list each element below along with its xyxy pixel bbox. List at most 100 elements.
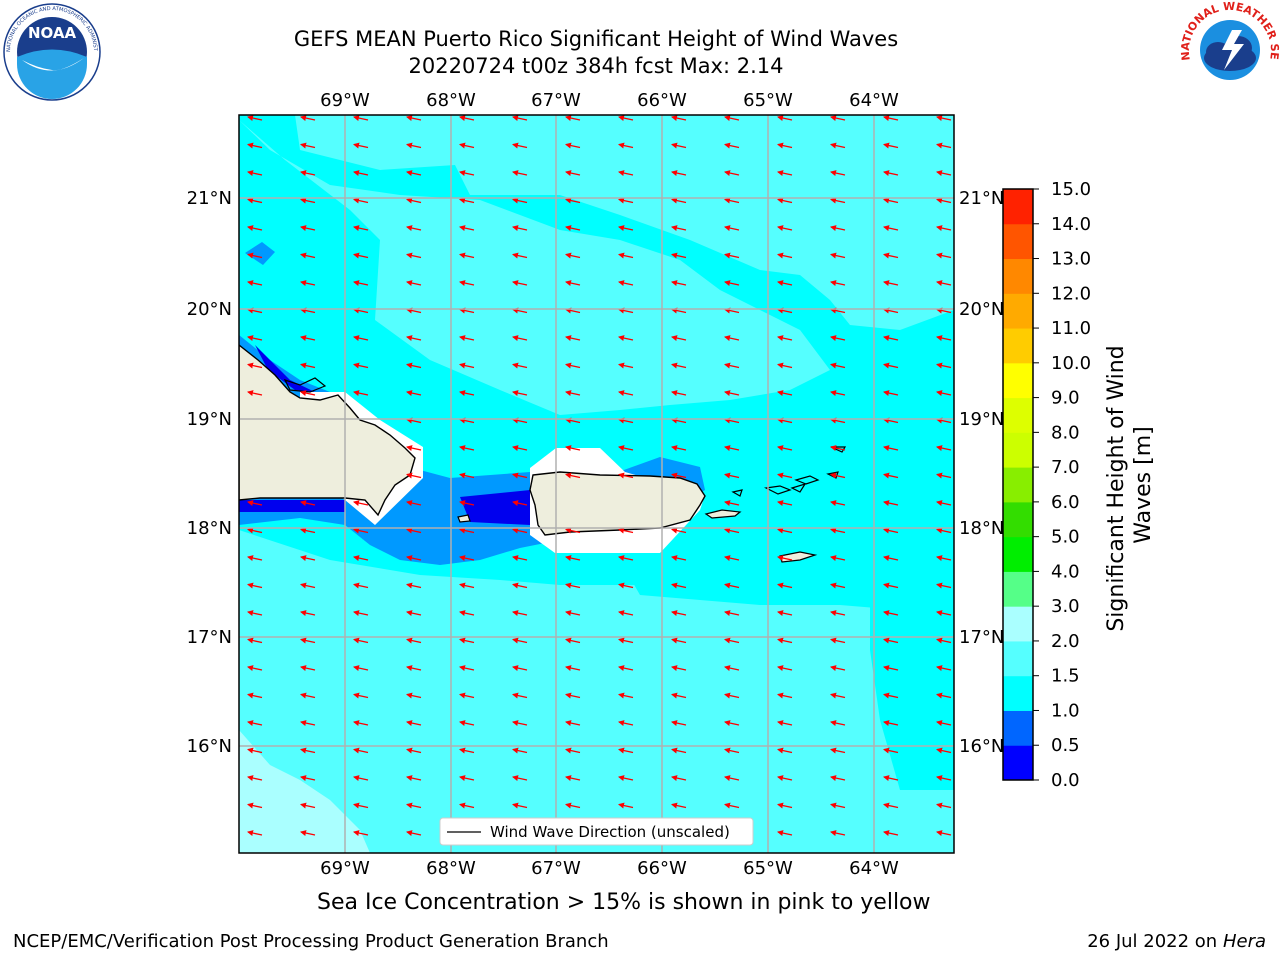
wave-direction-arrow [936, 335, 952, 341]
wave-direction-arrow [300, 115, 316, 121]
wave-direction-arrow [300, 197, 316, 204]
wave-direction-arrow [883, 280, 899, 286]
footer-date-text: 26 Jul 2022 on [1087, 931, 1223, 952]
wave-direction-arrow [618, 115, 634, 121]
wave-direction-arrow [830, 637, 846, 644]
wave-direction-arrow [618, 335, 634, 341]
wave-direction-arrow [300, 280, 316, 286]
wave-direction-arrow [883, 225, 899, 231]
colorbar-segment [1003, 397, 1033, 433]
wave-direction-arrow [565, 610, 581, 616]
wave-direction-arrow [300, 362, 316, 369]
lon-label-bottom: 67°W [531, 858, 581, 879]
wave-direction-arrow [671, 527, 687, 534]
wave-direction-arrow [883, 115, 899, 121]
wave-direction-arrow [777, 500, 793, 506]
wave-direction-arrow [512, 472, 528, 479]
wave-direction-arrow [300, 390, 316, 396]
colorbar-segment [1003, 571, 1033, 607]
wave-direction-arrow [247, 252, 263, 259]
wave-direction-arrow [353, 527, 369, 534]
wave-direction-arrow [777, 307, 793, 314]
sea-ice-caption: Sea Ice Concentration > 15% is shown in … [317, 890, 931, 915]
colorbar-segment [1003, 745, 1033, 781]
wave-direction-arrow [618, 362, 634, 369]
wave-direction-arrow [406, 527, 422, 534]
wave-direction-arrow [671, 417, 687, 424]
mona-island [457, 514, 471, 523]
colorbar-segment [1003, 223, 1033, 260]
wave-direction-arrow [406, 170, 422, 176]
wave-direction-arrow [618, 225, 634, 231]
wave-direction-arrow [777, 610, 793, 616]
wave-direction-arrow [671, 307, 687, 314]
wave-direction-arrow [830, 445, 846, 451]
colorbar-label: Significant Height of Wind Waves [m] [1104, 338, 1156, 631]
wave-direction-arrow [353, 197, 369, 204]
wave-direction-arrow [459, 252, 475, 259]
wave-direction-arrow [247, 225, 263, 231]
wave-direction-arrow [883, 197, 899, 204]
wave-direction-arrow [936, 720, 952, 726]
colorbar-tick-label: 1.5 [1051, 666, 1080, 687]
wave-direction-arrow [618, 417, 634, 424]
wave-direction-arrow [671, 802, 687, 809]
wave-direction-arrow [830, 252, 846, 259]
wave-direction-arrow [300, 335, 316, 341]
lon-label-top: 69°W [320, 90, 370, 111]
wave-direction-arrow [671, 665, 687, 671]
wave-direction-arrow [777, 582, 793, 589]
wave-direction-arrow [883, 445, 899, 451]
wave-direction-arrow [459, 307, 475, 314]
wave-direction-arrow [777, 142, 793, 149]
lat-label-right: 20°N [959, 299, 1004, 320]
wave-direction-arrow [830, 472, 846, 479]
wave-direction-arrow [406, 610, 422, 616]
wave-direction-arrow [247, 390, 263, 396]
wave-direction-arrow [406, 390, 422, 396]
wave-direction-arrow [671, 445, 687, 451]
wave-direction-arrow [512, 362, 528, 369]
wave-direction-arrow [936, 527, 952, 534]
wave-direction-arrow [936, 142, 952, 149]
wave-direction-arrow [777, 665, 793, 671]
wave-direction-arrow [565, 307, 581, 314]
wave-direction-arrow [459, 472, 475, 479]
wave-region-1-5-2-0 [239, 120, 830, 415]
wave-direction-arrow [671, 775, 687, 781]
wave-direction-arrow [724, 582, 740, 589]
wave-direction-arrow [353, 665, 369, 671]
wave-direction-arrow [565, 115, 581, 121]
wave-direction-arrow [883, 720, 899, 726]
wave-direction-arrow [777, 417, 793, 424]
wave-direction-arrow [512, 527, 528, 534]
wave-direction-arrow [830, 197, 846, 204]
wave-direction-arrow [671, 335, 687, 341]
wave-direction-arrow [830, 307, 846, 314]
wave-direction-arrow [777, 472, 793, 479]
wave-direction-arrow [512, 692, 528, 699]
wave-direction-arrow [247, 500, 263, 506]
wave-direction-arrow [724, 390, 740, 396]
wave-direction-arrow [618, 307, 634, 314]
wave-direction-arrow [671, 170, 687, 176]
wave-direction-arrow [512, 610, 528, 616]
wave-direction-arrow [671, 252, 687, 259]
wave-region-0-0-0-5 [460, 490, 530, 525]
wave-direction-arrow [565, 390, 581, 396]
colorbar-tick-label: 4.0 [1051, 561, 1080, 582]
wave-direction-arrow [459, 802, 475, 809]
wave-direction-arrow [406, 500, 422, 506]
colorbar-segment [1003, 675, 1033, 711]
wave-direction-arrow [724, 527, 740, 534]
wave-direction-arrow [883, 417, 899, 424]
wave-direction-arrow [247, 637, 263, 644]
wave-direction-arrow [353, 390, 369, 396]
nws-logo: NATIONAL WEATHER SERVICE [1180, 0, 1280, 90]
chart-title: GEFS MEAN Puerto Rico Significant Height… [293, 27, 899, 51]
wave-direction-arrow [724, 692, 740, 699]
wave-direction-arrow [777, 170, 793, 176]
wave-direction-arrow [671, 142, 687, 149]
wave-direction-arrow [247, 115, 263, 121]
